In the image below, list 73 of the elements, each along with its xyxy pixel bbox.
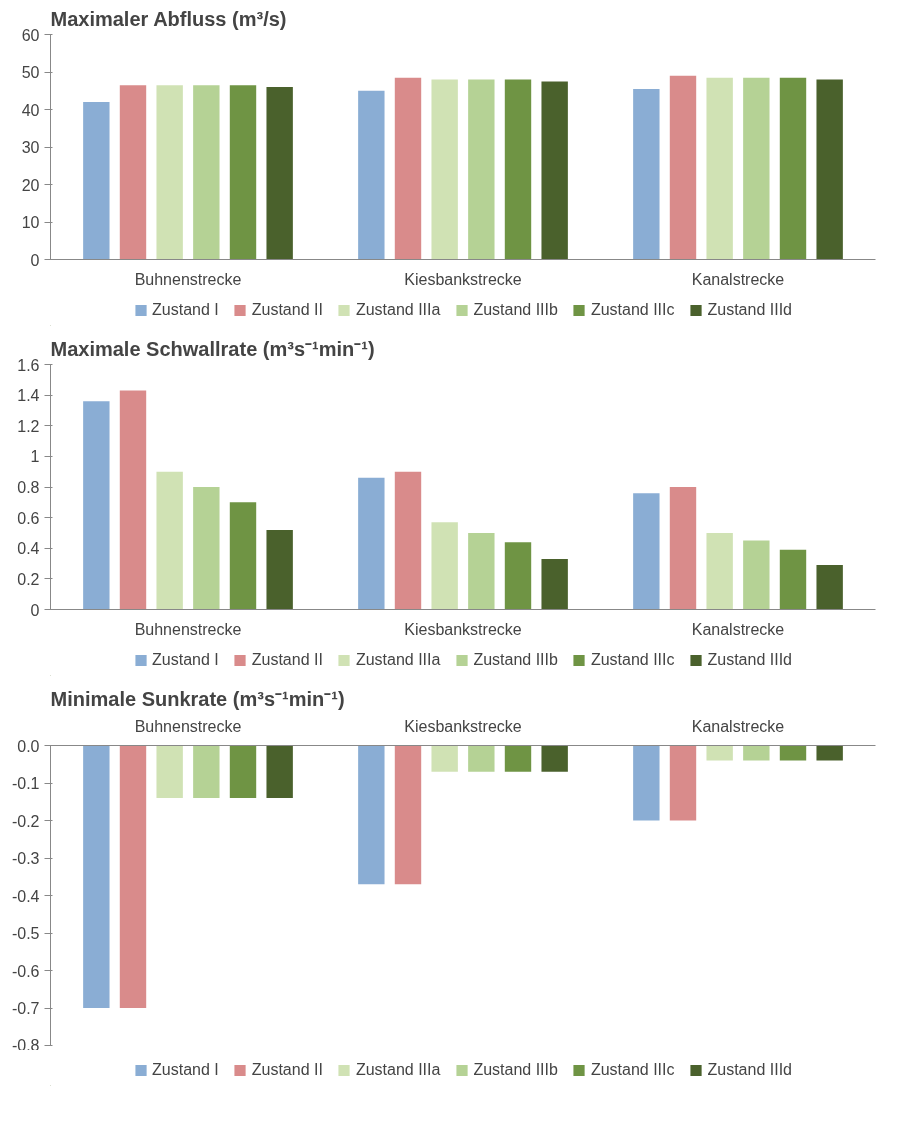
y-tick-label: 0.6	[17, 509, 40, 527]
legend-label: Zustand IIIc	[590, 301, 675, 319]
legend-label: Zustand IIId	[707, 1061, 792, 1079]
legend-label: Zustand IIIa	[355, 1061, 441, 1079]
x-tick-label: Buhnenstrecke	[134, 717, 242, 735]
legend-label: Zustand IIIb	[473, 301, 558, 319]
y-tick-label: 0.2	[17, 570, 40, 588]
legend-label: Zustand II	[251, 1061, 323, 1079]
x-tick-label: Buhnenstrecke	[134, 270, 242, 288]
bar	[119, 390, 147, 610]
x-tick-label: Kiesbankstrecke	[404, 717, 522, 735]
bar	[193, 487, 220, 610]
legend-label: Zustand II	[251, 651, 323, 669]
y-tick-label: 0.4	[17, 540, 40, 558]
bar	[541, 558, 568, 610]
y-tick-label: -0.4	[11, 887, 40, 905]
y-tick-label: 1	[30, 448, 40, 466]
legend-label: Zustand IIIc	[590, 1061, 675, 1079]
legend-label: Zustand IIIa	[355, 301, 441, 319]
y-tick-label: 1.4	[17, 387, 40, 405]
bar	[358, 477, 385, 610]
bar	[266, 529, 293, 610]
x-tick-label: Kiesbankstrecke	[404, 620, 522, 638]
y-tick-label: -0.2	[11, 812, 40, 830]
bar	[706, 532, 733, 610]
legend-label: Zustand IIId	[707, 301, 792, 319]
y-tick-label: 60	[21, 26, 40, 44]
x-tick-label: Kiesbankstrecke	[404, 270, 522, 288]
y-tick-label: 0	[30, 601, 40, 619]
legend-label: Zustand IIIb	[473, 651, 558, 669]
bar	[504, 542, 532, 610]
y-tick-label: -0.1	[11, 775, 40, 792]
y-tick-label: 0.0	[17, 737, 40, 755]
y-tick-label: 20	[21, 176, 40, 194]
y-tick-label: 10	[21, 214, 40, 231]
y-tick-label: -0.8	[11, 1036, 40, 1054]
y-tick-label: 0	[30, 251, 40, 269]
chart-title: Maximale Schwallrate (m³s⁻¹min⁻¹)	[50, 337, 375, 360]
chart-title: Maximaler Abfluss (m³/s)	[50, 7, 287, 30]
x-tick-label: Kanalstrecke	[691, 620, 785, 638]
y-tick-label: -0.3	[11, 850, 40, 867]
bar	[816, 565, 843, 610]
chart-title: Minimale Sunkrate (m³s⁻¹min⁻¹)	[50, 687, 345, 710]
legend-label: Zustand I	[152, 1061, 219, 1079]
x-tick-label: Buhnenstrecke	[134, 620, 242, 638]
legend-label: Zustand II	[251, 301, 323, 319]
y-tick-label: 1.6	[17, 356, 40, 374]
bar	[779, 549, 807, 610]
bar	[633, 493, 660, 610]
legend-label: Zustand IIIc	[590, 651, 675, 669]
y-tick-label: -0.7	[11, 1000, 40, 1017]
legend-label: Zustand I	[152, 301, 219, 319]
bar	[156, 471, 183, 610]
bar	[394, 471, 422, 610]
bar	[83, 401, 110, 610]
legend-label: Zustand IIIa	[355, 651, 441, 669]
x-tick-label: Kanalstrecke	[691, 717, 785, 735]
legend-label: Zustand IIIb	[473, 1061, 558, 1079]
bar	[431, 522, 458, 610]
bar	[669, 487, 697, 610]
y-tick-label: -0.5	[11, 925, 40, 942]
y-tick-label: 40	[21, 101, 40, 119]
bar	[229, 502, 257, 610]
x-tick-label: Kanalstrecke	[691, 270, 785, 288]
y-tick-label: 30	[21, 139, 40, 156]
legend-label: Zustand I	[152, 651, 219, 669]
legend-label: Zustand IIId	[707, 651, 792, 669]
y-tick-label: 50	[21, 64, 40, 81]
bar	[743, 540, 770, 610]
y-tick-label: 1.2	[17, 417, 40, 435]
bar	[468, 532, 495, 610]
y-tick-label: 0.8	[17, 479, 40, 496]
y-tick-label: -0.6	[11, 962, 40, 980]
